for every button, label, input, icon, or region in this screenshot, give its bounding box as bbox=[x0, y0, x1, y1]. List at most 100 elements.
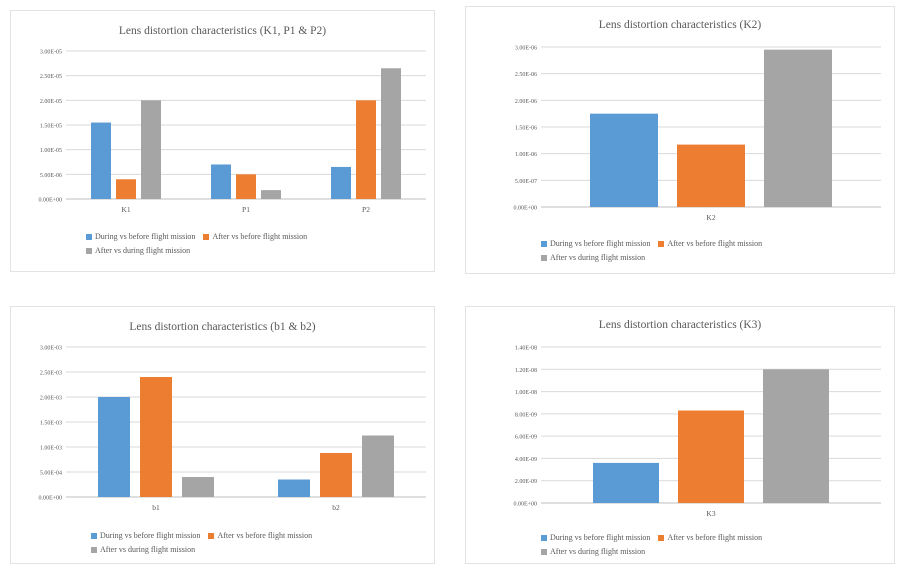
y-tick-label: 1.00E-05 bbox=[40, 148, 62, 154]
legend-label: During vs before flight mission bbox=[100, 531, 201, 540]
bar-b1-series-2 bbox=[140, 377, 172, 497]
bar-p1-series-2 bbox=[236, 174, 256, 199]
y-tick-label: 2.50E-05 bbox=[40, 74, 62, 80]
legend-item-after-vs-before: After vs before flight mission bbox=[203, 230, 307, 244]
legend-label: After vs during flight mission bbox=[550, 547, 646, 556]
legend-item-during-vs-before: During vs before flight mission bbox=[541, 237, 650, 251]
legend-label: After vs during flight mission bbox=[95, 246, 191, 255]
legend-swatch bbox=[91, 533, 97, 540]
y-tick-label: 4.00E-09 bbox=[515, 457, 537, 463]
legend-item-after-vs-during: After vs during flight mission bbox=[91, 543, 195, 557]
y-tick-label: 2.00E-03 bbox=[40, 396, 62, 402]
x-tick-label: P1 bbox=[242, 205, 250, 214]
legend-swatch bbox=[541, 549, 547, 556]
chart-plot: 0.00E+00 5.00E-07 1.00E-06 1.50E-06 2.00E-06… bbox=[513, 46, 881, 222]
legend-label: After vs during flight mission bbox=[100, 545, 196, 554]
legend-item-after-vs-before: After vs before flight mission bbox=[658, 237, 762, 251]
y-tick-label: 1.40E-08 bbox=[515, 346, 537, 352]
legend-swatch bbox=[86, 234, 92, 241]
y-tick-label: 1.50E-05 bbox=[40, 124, 62, 130]
chart-panel-k3: Lens distortion characteristics (K3) 0.0… bbox=[465, 306, 895, 564]
legend-label: After vs before flight mission bbox=[667, 239, 763, 248]
chart-title: Lens distortion characteristics (K3) bbox=[598, 319, 762, 331]
chart-title: Lens distortion characteristics (K2) bbox=[598, 19, 762, 31]
bar-b1-series-1 bbox=[98, 397, 130, 497]
legend-item-during-vs-before: During vs before flight mission bbox=[91, 529, 200, 543]
chart-plot: 0.00E+00 5.00E-06 1.00E-05 1.50E-05 2.00E-05… bbox=[38, 50, 426, 214]
y-tick-label: 0.00E+00 bbox=[38, 496, 62, 502]
y-tick-label: 6.00E-09 bbox=[515, 435, 537, 441]
y-tick-label: 2.00E-09 bbox=[515, 479, 537, 485]
y-tick-label: 0.00E+00 bbox=[513, 206, 537, 212]
bar-b2-series-1 bbox=[278, 479, 310, 497]
y-tick-label: 1.00E-06 bbox=[515, 152, 537, 158]
legend-swatch bbox=[541, 535, 547, 542]
y-tick-label: 8.00E-09 bbox=[515, 412, 537, 418]
y-tick-label: 3.00E-05 bbox=[40, 50, 62, 56]
y-tick-label: 5.00E-07 bbox=[515, 179, 537, 185]
legend-swatch bbox=[541, 241, 547, 248]
legend-item-after-vs-during: After vs during flight mission bbox=[541, 545, 645, 559]
legend-item-after-vs-before: After vs before flight mission bbox=[208, 529, 312, 543]
bar-b2-series-2 bbox=[320, 453, 352, 497]
y-tick-label: 1.00E-03 bbox=[40, 446, 62, 452]
y-tick-label: 1.20E-08 bbox=[515, 368, 537, 374]
x-tick-label: P2 bbox=[362, 205, 370, 214]
bar-k2-series-2 bbox=[677, 144, 745, 207]
legend-label: After vs before flight mission bbox=[667, 533, 763, 542]
bar-k2-series-1 bbox=[590, 113, 658, 207]
bar-k1-series-1 bbox=[91, 122, 111, 199]
legend-swatch bbox=[208, 533, 215, 540]
legend-label: During vs before flight mission bbox=[550, 533, 651, 542]
y-tick-label: 2.50E-06 bbox=[515, 72, 537, 78]
y-tick-label: 0.00E+00 bbox=[513, 502, 537, 508]
bar-p1-series-3 bbox=[261, 190, 281, 199]
bar-k1-series-3 bbox=[141, 100, 161, 199]
y-tick-label: 5.00E-04 bbox=[40, 471, 62, 477]
bar-p2-series-2 bbox=[356, 100, 376, 199]
x-tick-label: K2 bbox=[706, 213, 715, 222]
legend-label: During vs before flight mission bbox=[95, 232, 196, 241]
legend-swatch bbox=[541, 255, 547, 262]
bar-k3-series-3 bbox=[763, 369, 829, 503]
chart-legend: During vs before flight mission After vs… bbox=[91, 529, 318, 557]
y-tick-label: 2.00E-05 bbox=[40, 99, 62, 105]
legend-swatch bbox=[658, 241, 665, 248]
y-tick-label: 2.50E-03 bbox=[40, 371, 62, 377]
legend-item-during-vs-before: During vs before flight mission bbox=[541, 531, 650, 545]
legend-swatch bbox=[658, 535, 665, 542]
bar-p1-series-1 bbox=[211, 164, 231, 199]
chart-title: Lens distortion characteristics (b1 & b2… bbox=[129, 321, 316, 333]
chart-panel-k1-p1-p2: Lens distortion characteristics (K1, P1 … bbox=[10, 10, 435, 272]
x-tick-label: b1 bbox=[152, 503, 160, 512]
legend-item-after-vs-during: After vs during flight mission bbox=[86, 244, 190, 258]
y-tick-label: 1.00E-08 bbox=[515, 390, 537, 396]
x-tick-label: K1 bbox=[121, 205, 130, 214]
y-tick-label: 3.00E-03 bbox=[40, 346, 62, 352]
bar-b1-series-3 bbox=[182, 477, 214, 497]
chart-plot: 0.00E+00 5.00E-04 1.00E-03 1.50E-03 2.00E-03… bbox=[38, 346, 426, 512]
legend-swatch bbox=[203, 234, 210, 241]
y-tick-label: 0.00E+00 bbox=[38, 198, 62, 204]
legend-item-after-vs-before: After vs before flight mission bbox=[658, 531, 762, 545]
bar-p2-series-1 bbox=[331, 166, 351, 199]
legend-label: After vs during flight mission bbox=[550, 253, 646, 262]
chart-legend: During vs before flight mission After vs… bbox=[541, 531, 768, 559]
y-tick-label: 5.00E-06 bbox=[40, 173, 62, 179]
chart-panel-k2: Lens distortion characteristics (K2) 0.0… bbox=[465, 6, 895, 274]
bar-k1-series-2 bbox=[116, 179, 136, 199]
y-tick-label: 1.50E-06 bbox=[515, 126, 537, 132]
y-tick-label: 3.00E-06 bbox=[515, 46, 537, 52]
chart-legend: During vs before flight mission After vs… bbox=[86, 230, 313, 258]
y-tick-label: 1.50E-03 bbox=[40, 421, 62, 427]
bar-k2-series-3 bbox=[764, 49, 832, 207]
legend-label: After vs before flight mission bbox=[217, 531, 313, 540]
chart-plot: 0.00E+00 2.00E-09 4.00E-09 6.00E-09 8.00E-09… bbox=[513, 346, 881, 518]
y-tick-label: 2.00E-06 bbox=[515, 99, 537, 105]
legend-label: After vs before flight mission bbox=[212, 232, 308, 241]
bar-p2-series-3 bbox=[381, 68, 401, 199]
legend-label: During vs before flight mission bbox=[550, 239, 651, 248]
chart-title: Lens distortion characteristics (K1, P1 … bbox=[118, 25, 327, 37]
bar-k3-series-2 bbox=[678, 410, 744, 503]
x-tick-label: b2 bbox=[332, 503, 340, 512]
